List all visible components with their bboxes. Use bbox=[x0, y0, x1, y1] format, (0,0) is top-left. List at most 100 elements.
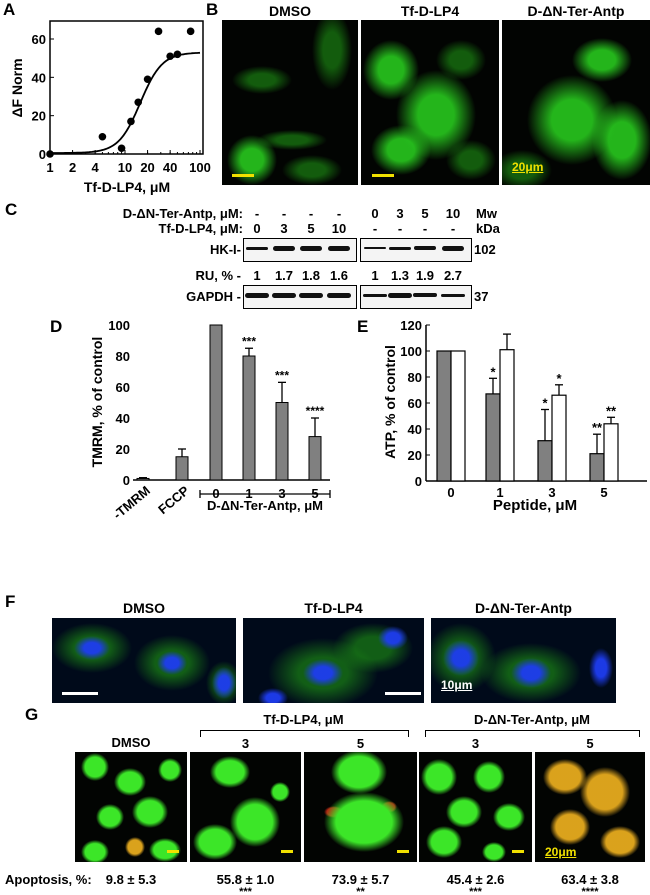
apoptosis-value: 45.4 ± 2.6 bbox=[446, 872, 505, 887]
micrograph-f-dn bbox=[431, 618, 616, 703]
data-point bbox=[127, 117, 135, 126]
band-gapdh bbox=[327, 292, 351, 298]
y-tick-label: 40 bbox=[408, 422, 422, 437]
g-dose: 5 bbox=[356, 736, 365, 751]
micrograph-b-dn bbox=[502, 20, 650, 185]
y-tick-label: 60 bbox=[116, 380, 130, 395]
bar-series2-5 bbox=[603, 423, 619, 482]
group-label: D-ΔN-Ter-Antp, μM bbox=[207, 498, 323, 513]
fit-curve bbox=[50, 51, 201, 154]
bar-series1-0 bbox=[436, 350, 452, 482]
data-point bbox=[98, 132, 107, 141]
c-row1-value: 0 bbox=[371, 206, 379, 221]
band-gapdh bbox=[299, 292, 323, 298]
significance-stars: * bbox=[490, 364, 496, 379]
bar-series2-1 bbox=[499, 349, 515, 482]
y-tick-label: 20 bbox=[116, 442, 130, 457]
c-row2-value: - bbox=[397, 221, 403, 236]
x-tick-label: 4 bbox=[92, 160, 100, 175]
c-ru-value: 1 bbox=[253, 268, 261, 283]
micrograph-g-2 bbox=[304, 752, 417, 862]
apoptosis-value: 73.9 ± 5.7 bbox=[331, 872, 390, 887]
apoptosis-label: Apoptosis, %: bbox=[5, 872, 92, 887]
x-tick-label: FCCP bbox=[155, 483, 192, 517]
bar-series2-0 bbox=[450, 350, 466, 482]
micrograph-f-tf bbox=[243, 618, 424, 703]
band-gapdh bbox=[363, 293, 387, 297]
significance-stars: **** bbox=[581, 886, 599, 895]
significance-stars: *** bbox=[469, 886, 482, 895]
c-ru-value: 1.3 bbox=[390, 268, 410, 283]
c-hk-label: HK-I- bbox=[209, 242, 241, 257]
c-row1-value: - bbox=[336, 206, 342, 221]
bar-5 bbox=[308, 436, 322, 481]
c-ru-value: 1.9 bbox=[415, 268, 435, 283]
scale-bar bbox=[512, 850, 524, 853]
micrograph-g-3 bbox=[419, 752, 532, 862]
bar-series2-3 bbox=[551, 394, 567, 482]
y-tick-label: 20 bbox=[408, 448, 422, 463]
scale-bar bbox=[62, 692, 98, 695]
b-title-dmso: DMSO bbox=[269, 3, 311, 19]
y-tick-label: 20 bbox=[32, 109, 46, 124]
panel-label-f: F bbox=[5, 592, 16, 611]
x-tick-label: -TMRM bbox=[110, 483, 153, 522]
y-tick-label: 100 bbox=[108, 318, 130, 333]
c-ru-value: 1.6 bbox=[329, 268, 349, 283]
x-tick-label: 100 bbox=[189, 160, 211, 175]
bar-series1-1 bbox=[485, 393, 501, 482]
significance-stars: * bbox=[556, 371, 562, 386]
y-tick-label: 40 bbox=[32, 70, 46, 85]
c-ru-value: 1 bbox=[371, 268, 379, 283]
band-gapdh bbox=[388, 292, 412, 298]
y-tick-label: 0 bbox=[123, 473, 130, 488]
data-point bbox=[46, 150, 54, 158]
scale-label: 20μm bbox=[545, 845, 577, 859]
c-ru-value: 1.7 bbox=[274, 268, 294, 283]
data-point bbox=[166, 52, 174, 61]
g-dose: 3 bbox=[241, 736, 250, 751]
significance-stars: * bbox=[542, 396, 548, 411]
c-row1-value: 5 bbox=[421, 206, 429, 221]
c-row2-value: - bbox=[450, 221, 456, 236]
y-tick-label: 80 bbox=[116, 349, 130, 364]
scale-label: 10μm bbox=[441, 678, 473, 692]
x-tick-label: 0 bbox=[447, 485, 454, 500]
g-dose: 3 bbox=[471, 736, 480, 751]
c-row1-value: - bbox=[281, 206, 287, 221]
apoptosis-value: 55.8 ± 1.0 bbox=[216, 872, 275, 887]
bar--TMRM bbox=[136, 477, 150, 481]
band-hk bbox=[414, 246, 436, 250]
y-tick-label: 0 bbox=[415, 474, 422, 489]
band-hk bbox=[246, 246, 268, 250]
x-axis-label: Peptide, μM bbox=[493, 497, 577, 514]
band-gapdh bbox=[413, 292, 437, 298]
panel-label-a: A bbox=[3, 0, 16, 19]
chart-a: 1 2 4 10 20 40 100 0 20 40 60 Tf-D-LP4, μM ΔF Norm bbox=[9, 20, 211, 195]
scale-label: 20μm bbox=[512, 160, 544, 174]
scale-bar bbox=[372, 174, 394, 177]
c-gapdh-label: GAPDH - bbox=[186, 289, 241, 304]
group-bracket bbox=[199, 490, 331, 498]
b-title-tf: Tf-D-LP4 bbox=[400, 3, 460, 19]
x-tick-label: 3 bbox=[548, 485, 555, 500]
scale-bar bbox=[232, 174, 254, 177]
panel-label-c: C bbox=[5, 200, 18, 219]
significance-stars: ** bbox=[592, 420, 603, 435]
c-gapdh-mw: 37 bbox=[474, 289, 489, 304]
data-point bbox=[173, 50, 182, 59]
c-mw: Mw bbox=[476, 206, 497, 221]
y-tick-label: 120 bbox=[400, 318, 422, 333]
c-row2-label: Tf-D-LP4, μM: bbox=[158, 221, 244, 236]
c-row2-value: 10 bbox=[331, 221, 347, 236]
bar-series1-5 bbox=[589, 453, 605, 482]
g-group2-label: D-ΔN-Ter-Antp, μM bbox=[474, 712, 590, 727]
c-ru-label: RU, % - bbox=[195, 268, 242, 283]
significance-stars: ** bbox=[356, 886, 365, 895]
data-point bbox=[117, 144, 126, 153]
bar-series1-3 bbox=[537, 440, 553, 482]
significance-stars: *** bbox=[239, 886, 252, 895]
c-row2-value: 3 bbox=[280, 221, 288, 236]
